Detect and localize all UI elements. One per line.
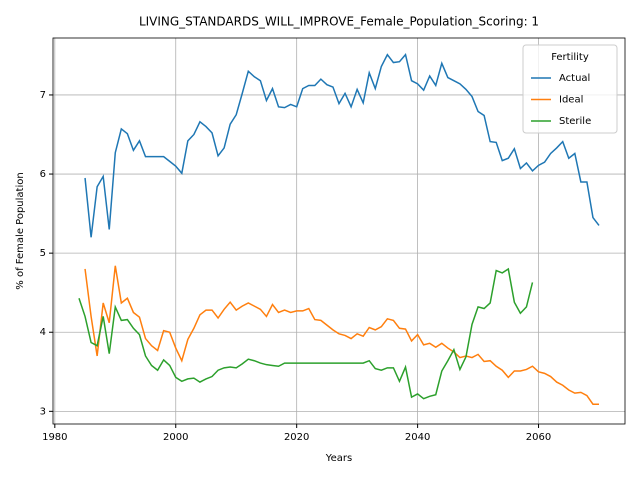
- line: [84, 52, 600, 238]
- chart-title: LIVING_STANDARDS_WILL_IMPROVE_Female_Pop…: [139, 15, 539, 29]
- y-tick-label: 5: [40, 248, 46, 259]
- x-tick-label: 2060: [526, 432, 551, 443]
- legend-label: Actual: [559, 73, 590, 84]
- legend-label: Sterile: [559, 116, 591, 127]
- line: [84, 265, 599, 405]
- x-tick-label: 1980: [42, 432, 67, 443]
- y-axis-label: % of Female Population: [15, 172, 26, 289]
- legend-title: Fertility: [551, 52, 589, 63]
- legend-box: [522, 44, 618, 134]
- y-tick-label: 4: [40, 327, 46, 338]
- legend-label: Ideal: [559, 95, 583, 106]
- x-tick-label: 2020: [284, 432, 309, 443]
- y-tick-label: 6: [40, 169, 46, 180]
- x-tick-label: 2000: [163, 432, 188, 443]
- y-tick-label: 7: [40, 90, 46, 101]
- y-tick-label: 3: [40, 406, 46, 417]
- x-axis-label: Years: [325, 453, 352, 464]
- line: [78, 267, 534, 400]
- plot-frame: [52, 37, 626, 425]
- x-tick-label: 2040: [405, 432, 430, 443]
